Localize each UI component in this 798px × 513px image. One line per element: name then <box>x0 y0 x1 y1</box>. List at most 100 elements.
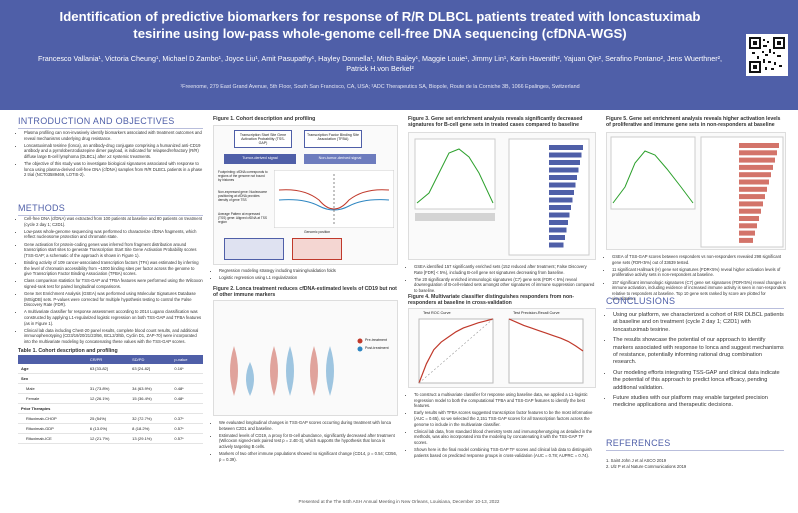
fig3-bullets: GSEA identified 157 significantly enrich… <box>408 264 596 295</box>
fig3-bullet: The 20 significantly enriched immunologi… <box>414 277 596 294</box>
gsea-bar <box>549 190 574 195</box>
fig2-bullets: We evaluated longitudinal changes in TSS… <box>213 420 398 464</box>
author-list: Francesco Vallania¹, Victoria Cheung¹, M… <box>37 54 723 73</box>
fig5-bar <box>739 230 755 236</box>
fig2-bullet: We evaluated longitudinal changes in TSS… <box>219 420 398 431</box>
table-cell: Male <box>18 383 87 394</box>
fig1-note: Average Pattern at expressed (TSS) gene:… <box>218 212 268 224</box>
legend-pre-dot <box>357 338 363 344</box>
table-header-cell: SD/PD <box>129 355 172 364</box>
fig1-panel: Transcription Start Site Gene Activation… <box>213 125 398 265</box>
table-row: Sex <box>18 373 203 384</box>
table-cell <box>86 403 130 414</box>
table-row: Prior Therapies <box>18 403 203 414</box>
training-fold-diagram <box>224 238 284 260</box>
violin-shape <box>230 346 238 396</box>
fig5-bar <box>739 150 777 156</box>
methods-item: Gene activation for protein-coding genes… <box>24 242 203 259</box>
methods-list: Cell-free DNA (cfDNA) was extracted from… <box>18 216 203 346</box>
violin-shape <box>326 346 334 396</box>
fig5-bar <box>739 179 769 185</box>
gsea-hallmark-plot <box>610 136 784 248</box>
methods-item: Low-pass whole-genome sequencing was per… <box>24 229 203 240</box>
table-cell: 6 (13.0%) <box>86 423 130 434</box>
table-cell: Age <box>18 364 87 374</box>
table-cell: Rituximab-ICE <box>18 433 87 444</box>
table-cell: 63 [33-82] <box>86 364 130 374</box>
table-row: Female 12 (26.1%) 15 (36.4%) 0.48* <box>18 393 203 404</box>
intro-list: Plasma profiling can non-invasively iden… <box>18 130 203 180</box>
fig1-bullet: Regression modeling strategy including t… <box>219 268 398 274</box>
table-cell <box>86 373 130 384</box>
table-cell: 8 (18.2%) <box>129 423 172 434</box>
methods-item: Class comparison statistics for TSS-GAP … <box>24 278 203 289</box>
affiliations: ¹Freenome, 279 East Grand Avenue, 5th Fl… <box>180 84 580 90</box>
qr-code[interactable] <box>746 34 788 76</box>
gsea-bar <box>549 197 573 203</box>
methods-item: A multivariate classifier for response a… <box>24 309 203 326</box>
references-list: 1. Saint John J et al ASCO 2019 2. Ulz P… <box>606 458 784 470</box>
fig1-note: Footprinting: cfDNA corresponds to regio… <box>218 170 268 182</box>
fig5-bar <box>739 143 779 148</box>
table-cell: 0.57* <box>171 433 203 444</box>
gsea-bar <box>549 212 570 218</box>
conclusion-item: The results showcase the potential of ou… <box>613 337 784 367</box>
table-cell <box>171 373 203 384</box>
methods-heading: METHODS <box>18 203 203 216</box>
fig4-bullet: To construct a multivariate classifier f… <box>414 392 596 409</box>
table-cell <box>129 373 172 384</box>
gsea-bar <box>549 160 580 165</box>
fig3-bullet: GSEA identified 157 significantly enrich… <box>414 264 596 275</box>
table-cell: 0.57* <box>171 423 203 434</box>
gsea-bar <box>549 182 576 188</box>
table-cell: 32 (72.7%) <box>129 413 172 424</box>
fig2-bullet: Estimated levels of CD19, a proxy for B-… <box>219 433 398 450</box>
violin-plot <box>230 338 363 396</box>
table-cell: 12 (21.7%) <box>86 433 130 444</box>
fig4-bullet: Shown here is the final model combining … <box>414 447 596 458</box>
fig3-title: Figure 3. Gene set enrichment analysis r… <box>408 116 583 129</box>
fig5-bar <box>739 216 759 221</box>
table-row: Male 31 (73.8%) 34 (63.9%) 0.48* <box>18 383 203 394</box>
table-header-row: CR/PR SD/PD p-value <box>18 355 203 364</box>
gsea-bar <box>549 242 564 248</box>
gsea-enrichment-plot <box>414 138 590 256</box>
fig5-bar <box>739 186 767 192</box>
fig5-bar <box>739 164 773 170</box>
violin-shape <box>286 346 294 396</box>
table-cell: Rituximab-GDP <box>18 423 87 434</box>
table-row: Rituximab-CHOP 25 (54%) 32 (72.7%) 0.37* <box>18 413 203 424</box>
methods-item: Gene Set Enrichment Analysis (GSEA) was … <box>24 291 203 308</box>
conclusion-item: Future studies with our platform may ena… <box>613 395 784 410</box>
fig5-bar <box>739 201 763 207</box>
gsea-bar <box>549 167 579 173</box>
fig5-bar <box>739 208 761 214</box>
table-cell: Sex <box>18 373 87 384</box>
conclusion-item: Our modeling efforts integrating TSS-GAP… <box>613 370 784 392</box>
non-tumor-signal-bar: Non-tumor-derived signal <box>304 154 376 164</box>
legend-pre-label: Pre-treatment <box>365 338 387 342</box>
table-header-cell: p-value <box>171 355 203 364</box>
fig5-bar <box>739 237 753 243</box>
poster-footer: Presented at the The 64th ASH Annual Mee… <box>298 499 500 504</box>
table-cell: 31 (73.8%) <box>86 383 130 394</box>
fig5-bullet: GSEA of TSS-GAP scores between responder… <box>612 254 786 265</box>
table-cell: 0.16* <box>171 364 203 374</box>
fig5-bar <box>739 194 765 200</box>
fig5-bar <box>739 172 771 178</box>
intro-item: Plasma profiling can non-invasively iden… <box>24 130 203 141</box>
methods-item: Clinical lab data including Chest-20 pan… <box>24 328 203 345</box>
gsea-bar <box>549 205 571 210</box>
fig2-bullet: Markers of two other immune populations … <box>219 451 398 462</box>
table-row: Rituximab-GDP 6 (13.0%) 8 (18.2%) 0.57* <box>18 423 203 434</box>
intro-item: Loncastuximab tesirine (lonca), an antib… <box>24 143 203 160</box>
conclusion-item: Using our platform, we characterized a c… <box>613 312 784 334</box>
conclusions-list: Using our platform, we characterized a c… <box>606 312 784 413</box>
table-cell: 15 (36.4%) <box>129 393 172 404</box>
reference-item: 1. Saint John J et al ASCO 2019 <box>606 458 667 463</box>
intro-item: The objective of this study was to inves… <box>24 161 203 178</box>
violin-shape <box>310 346 318 396</box>
table-cell <box>129 403 172 414</box>
fig1-axis-label: Genomic position <box>304 230 331 234</box>
table-cell <box>171 403 203 414</box>
